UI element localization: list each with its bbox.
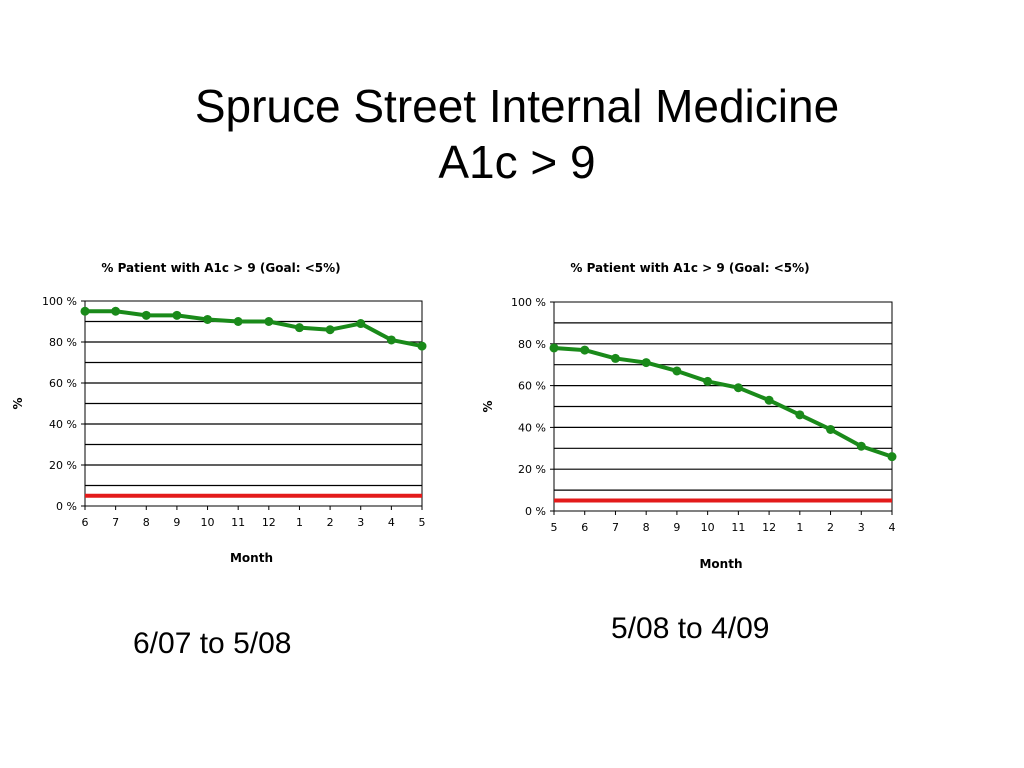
data-point — [264, 317, 274, 326]
data-point — [172, 310, 182, 320]
data-point — [826, 424, 836, 434]
y-tick-label: 40 % — [49, 418, 77, 431]
y-tick-label: 80 % — [49, 336, 77, 349]
x-tick-label: 2 — [827, 521, 834, 534]
x-tick-label: 1 — [796, 521, 803, 534]
y-axis-title: % — [481, 400, 495, 412]
data-point — [294, 323, 304, 333]
x-tick-label: 2 — [327, 516, 334, 529]
data-point — [733, 383, 743, 393]
data-point — [887, 452, 897, 462]
slide-title: Spruce Street Internal Medicine A1c > 9 — [0, 78, 1024, 190]
x-tick-label: 1 — [296, 516, 303, 529]
data-point — [610, 353, 620, 363]
x-tick-label: 11 — [231, 516, 245, 529]
data-point — [549, 343, 559, 353]
x-tick-label: 6 — [82, 516, 89, 529]
x-tick-label: 5 — [551, 521, 558, 534]
x-tick-label: 8 — [143, 516, 150, 529]
x-tick-label: 4 — [388, 516, 395, 529]
y-tick-label: 100 % — [511, 296, 546, 309]
data-point — [356, 319, 366, 329]
data-point — [203, 314, 213, 324]
data-point — [641, 358, 651, 368]
x-tick-label: 6 — [581, 521, 588, 534]
slide-title-line-1: Spruce Street Internal Medicine — [194, 80, 840, 132]
y-tick-label: 20 % — [49, 459, 77, 472]
y-tick-label: 100 % — [42, 295, 77, 308]
data-point — [672, 366, 682, 376]
data-point — [580, 345, 590, 355]
x-tick-label: 3 — [357, 516, 364, 529]
data-point — [111, 306, 121, 316]
y-tick-label: 0 % — [56, 500, 77, 513]
y-tick-label: 80 % — [518, 338, 546, 351]
x-tick-label: 12 — [262, 516, 276, 529]
data-point — [703, 376, 713, 386]
chart-left: % Patient with A1c > 9 (Goal: <5%) 0 % 20 … — [11, 261, 427, 565]
data-point — [141, 310, 151, 320]
x-tick-label: 9 — [673, 521, 680, 534]
series-line — [553, 345, 893, 459]
data-point — [233, 317, 243, 326]
caption-left: 6/07 to 5/08 — [133, 627, 292, 660]
y-tick-label: 40 % — [518, 421, 546, 434]
x-axis-title: Month — [699, 557, 742, 571]
chart-title: % Patient with A1c > 9 (Goal: <5%) — [570, 261, 809, 275]
x-tick-label: 10 — [701, 521, 715, 534]
x-tick-label: 11 — [731, 521, 745, 534]
y-tick-label: 20 % — [518, 463, 546, 476]
x-tick-label: 12 — [762, 521, 776, 534]
y-tick-label: 0 % — [525, 505, 546, 518]
data-point — [856, 441, 866, 451]
data-point — [764, 395, 774, 405]
x-tick-label: 5 — [419, 516, 426, 529]
data-point — [795, 410, 805, 420]
x-tick-label: 4 — [889, 521, 896, 534]
series-line — [85, 309, 423, 349]
chart-title: % Patient with A1c > 9 (Goal: <5%) — [101, 261, 340, 275]
chart-right: % Patient with A1c > 9 (Goal: <5%) 0 % 20 … — [481, 261, 897, 571]
x-tick-label: 7 — [612, 521, 619, 534]
slide-title-line-2: A1c > 9 — [438, 136, 596, 188]
x-tick-label: 7 — [112, 516, 119, 529]
data-point — [417, 341, 427, 351]
data-point — [80, 306, 90, 316]
data-point — [325, 325, 335, 335]
y-tick-label: 60 % — [49, 377, 77, 390]
x-tick-label: 9 — [173, 516, 180, 529]
caption-right: 5/08 to 4/09 — [611, 612, 770, 645]
y-tick-label: 60 % — [518, 380, 546, 393]
x-tick-label: 10 — [201, 516, 215, 529]
x-tick-label: 8 — [643, 521, 650, 534]
data-point — [386, 335, 396, 345]
x-tick-label: 3 — [858, 521, 865, 534]
y-axis-title: % — [11, 397, 25, 409]
x-axis-title: Month — [230, 551, 273, 565]
